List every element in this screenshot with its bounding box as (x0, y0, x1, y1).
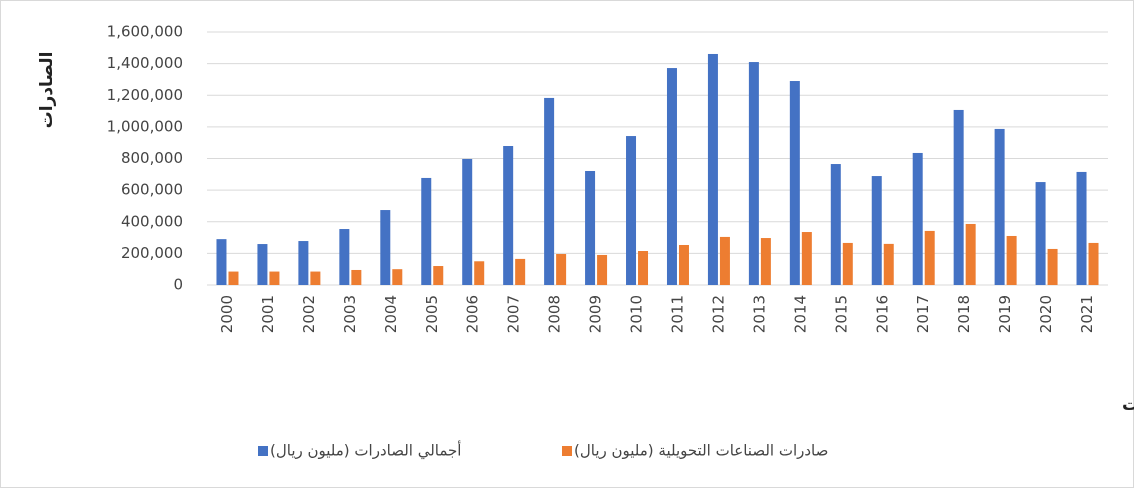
bar (597, 254, 608, 285)
x-tick-label: 2018 (955, 295, 973, 333)
y-tick-label: 1,400,000 (107, 54, 183, 72)
x-tick-label: 2013 (750, 295, 768, 333)
bar (924, 230, 935, 285)
legend-swatch (258, 446, 268, 456)
bar (556, 254, 567, 285)
x-tick-label: 2006 (464, 295, 482, 333)
bar (1035, 182, 1046, 285)
y-axis-title: الصادرات (37, 52, 57, 129)
bar (912, 152, 923, 285)
bar (801, 232, 812, 285)
bar (462, 158, 473, 285)
bar (719, 236, 730, 285)
x-tick-label: 2001 (259, 295, 277, 333)
x-axis-title: السنوات (1122, 395, 1134, 415)
x-tick-label: 2014 (791, 295, 809, 333)
bar (994, 128, 1005, 285)
bar (638, 251, 649, 285)
bar (789, 81, 800, 285)
bar (298, 241, 309, 285)
x-tick-label: 2004 (382, 295, 400, 333)
bar (380, 210, 391, 285)
bar (842, 242, 853, 285)
x-tick-label: 2003 (341, 295, 359, 333)
bar (1076, 171, 1087, 285)
bar (216, 239, 227, 285)
bar (871, 176, 882, 285)
bar (392, 269, 403, 285)
bar (310, 271, 321, 285)
bar (515, 258, 526, 285)
x-tick-label: 2011 (668, 295, 686, 333)
y-tick-label: 600,000 (121, 181, 183, 199)
x-tick-label: 2005 (423, 295, 441, 333)
bar (269, 271, 280, 285)
y-tick-label: 1,600,000 (107, 23, 183, 41)
x-tick-label: 2010 (628, 295, 646, 333)
bar (678, 244, 689, 285)
bar (626, 136, 637, 285)
y-tick-label: 1,200,000 (107, 86, 183, 104)
x-tick-label: 2019 (996, 295, 1014, 333)
x-tick-label: 2020 (1037, 295, 1055, 333)
bar (1006, 235, 1017, 285)
x-tick-label: 2016 (873, 295, 891, 333)
x-tick-label: 2009 (587, 295, 605, 333)
y-tick-label: 200,000 (121, 244, 183, 262)
bar (228, 271, 239, 285)
bar (339, 229, 350, 285)
x-tick-label: 2021 (1078, 295, 1096, 333)
bar (474, 261, 485, 285)
bar (707, 53, 718, 286)
bar (433, 266, 444, 285)
x-tick-label: 2002 (300, 295, 318, 333)
legend-swatch (562, 446, 572, 456)
bar (585, 170, 596, 285)
bar (953, 109, 964, 285)
bar (760, 238, 771, 285)
x-tick-label: 2008 (546, 295, 564, 333)
bar (666, 68, 677, 286)
x-tick-label: 2007 (505, 295, 523, 333)
bar (748, 62, 759, 286)
y-tick-label: 800,000 (121, 149, 183, 167)
bar (1047, 248, 1058, 285)
bar (351, 269, 362, 285)
legend-label: أجمالي الصادرات (مليون ريال) (270, 441, 461, 461)
bar (421, 177, 432, 285)
bar (965, 223, 976, 285)
bar (1088, 242, 1099, 285)
y-tick-label: 400,000 (121, 212, 183, 230)
x-tick-label: 2000 (218, 295, 236, 333)
y-tick-label: 1,000,000 (107, 117, 183, 135)
x-tick-label: 2015 (832, 295, 850, 333)
bar (544, 97, 555, 285)
bar (883, 243, 894, 285)
bar (257, 244, 268, 285)
bar (830, 164, 841, 285)
x-tick-label: 2012 (709, 295, 727, 333)
legend-label: صادرات الصناعات التحويلية (مليون ريال) (574, 442, 828, 460)
bar (503, 146, 514, 285)
y-tick-label: 0 (173, 276, 183, 294)
x-tick-label: 2017 (914, 295, 932, 333)
